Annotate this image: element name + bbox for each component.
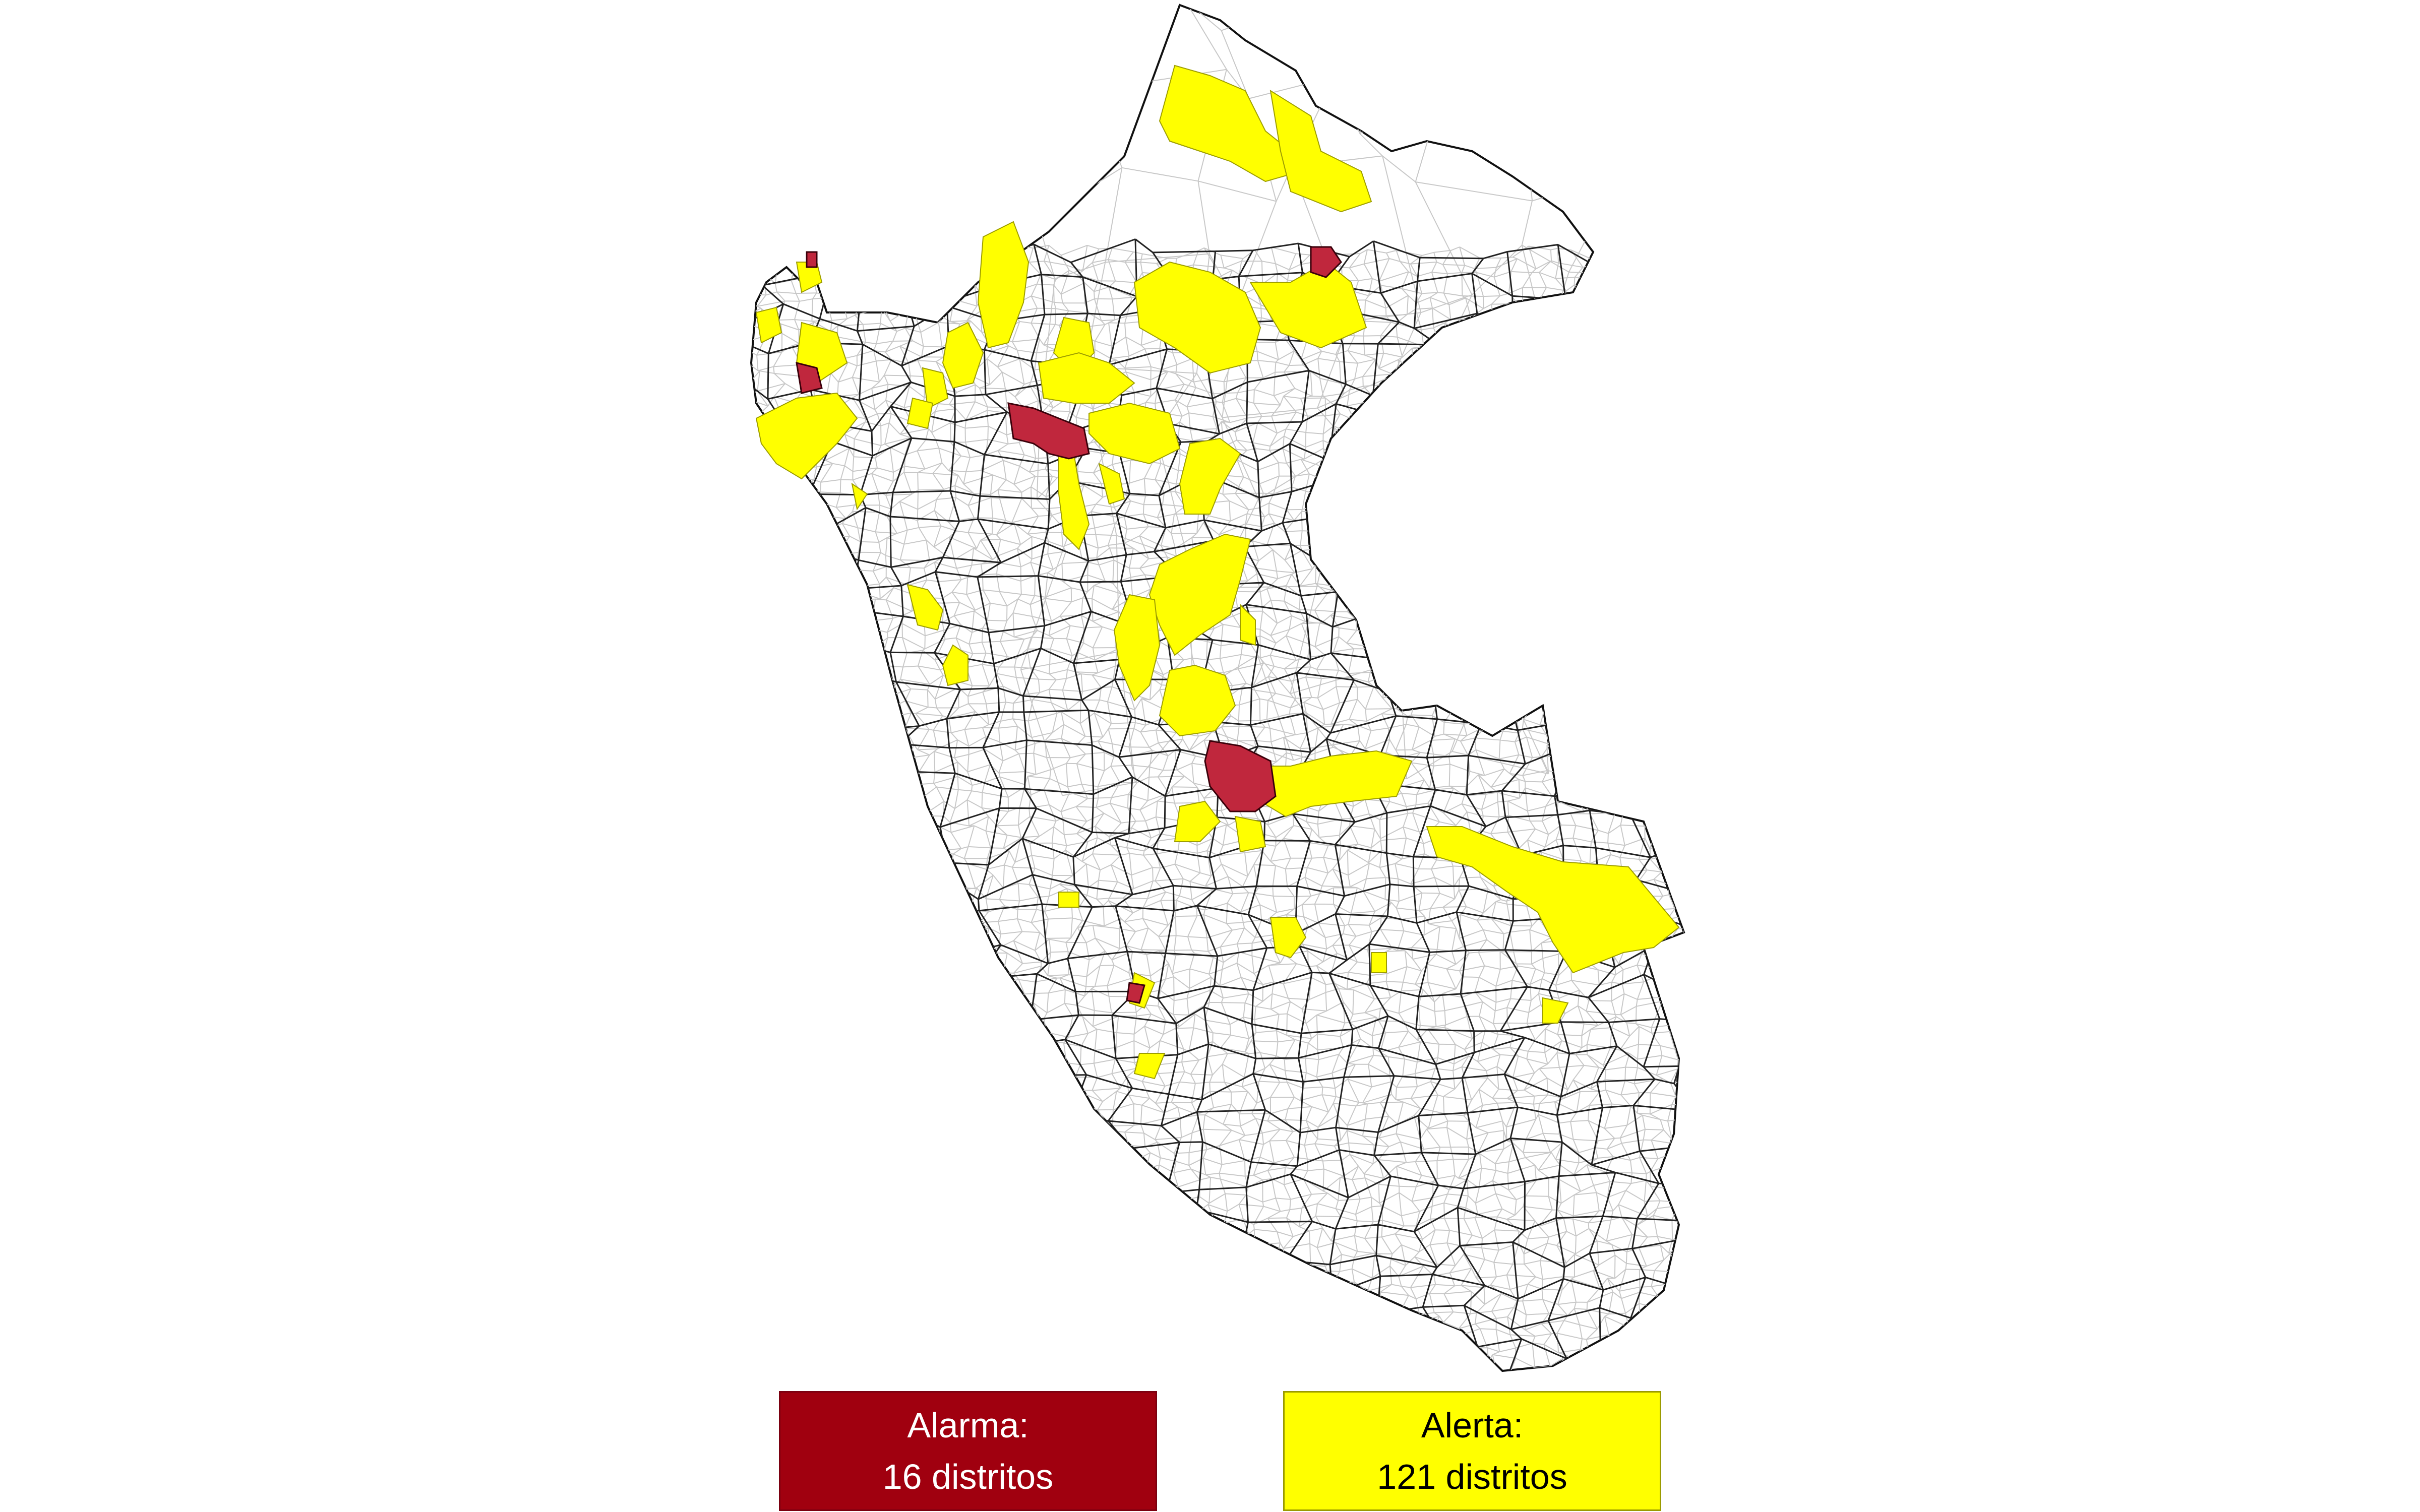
alarm-districts (796, 246, 1342, 1004)
alert-district (1058, 892, 1079, 908)
alert-district (922, 367, 949, 409)
alert-district (1426, 826, 1680, 974)
alert-districts (755, 65, 1680, 1080)
alert-district (1098, 463, 1125, 505)
legend-alarm-count: 16 distritos (882, 1457, 1054, 1496)
alert-district (942, 322, 984, 389)
alert-district (1240, 603, 1256, 646)
alert-district (755, 306, 782, 344)
alert-district (977, 221, 1030, 349)
alert-district (942, 644, 969, 686)
alarm-district (1126, 982, 1145, 1004)
alert-district (755, 392, 858, 480)
alert-district (1159, 65, 1302, 182)
alert-district (1038, 352, 1135, 404)
alert-district (1148, 533, 1251, 656)
alert-district (1159, 664, 1236, 737)
alert-district (1542, 997, 1569, 1024)
alert-district (1133, 1053, 1166, 1080)
alert-district (1249, 750, 1413, 817)
alert-district (1113, 594, 1161, 702)
alert-district (1269, 917, 1307, 959)
legend-alert: Alerta: 121 distritos (1283, 1391, 1661, 1511)
alert-district (906, 584, 944, 631)
alarm-district (1204, 740, 1277, 812)
legend-alert-title: Alerta: (1421, 1406, 1524, 1445)
alarm-district (1007, 402, 1090, 460)
legend-alarm-title: Alarma: (907, 1406, 1029, 1445)
legend-alarm: Alarma: 16 distritos (779, 1391, 1157, 1511)
alert-district (1371, 952, 1387, 973)
alarm-district (1310, 246, 1342, 278)
alert-district (1234, 815, 1266, 853)
alert-district (851, 482, 868, 511)
legend-alert-count: 121 distritos (1377, 1457, 1567, 1496)
alert-district (1133, 261, 1261, 374)
alert-district (1088, 402, 1181, 465)
alarm-district (796, 361, 823, 394)
alert-district (1179, 437, 1241, 515)
alarm-district (806, 251, 818, 268)
alert-district (906, 397, 934, 429)
alert-district (1058, 443, 1090, 550)
alert-district (1174, 800, 1221, 842)
alert-district (1269, 89, 1372, 213)
alert-district (1249, 261, 1367, 349)
